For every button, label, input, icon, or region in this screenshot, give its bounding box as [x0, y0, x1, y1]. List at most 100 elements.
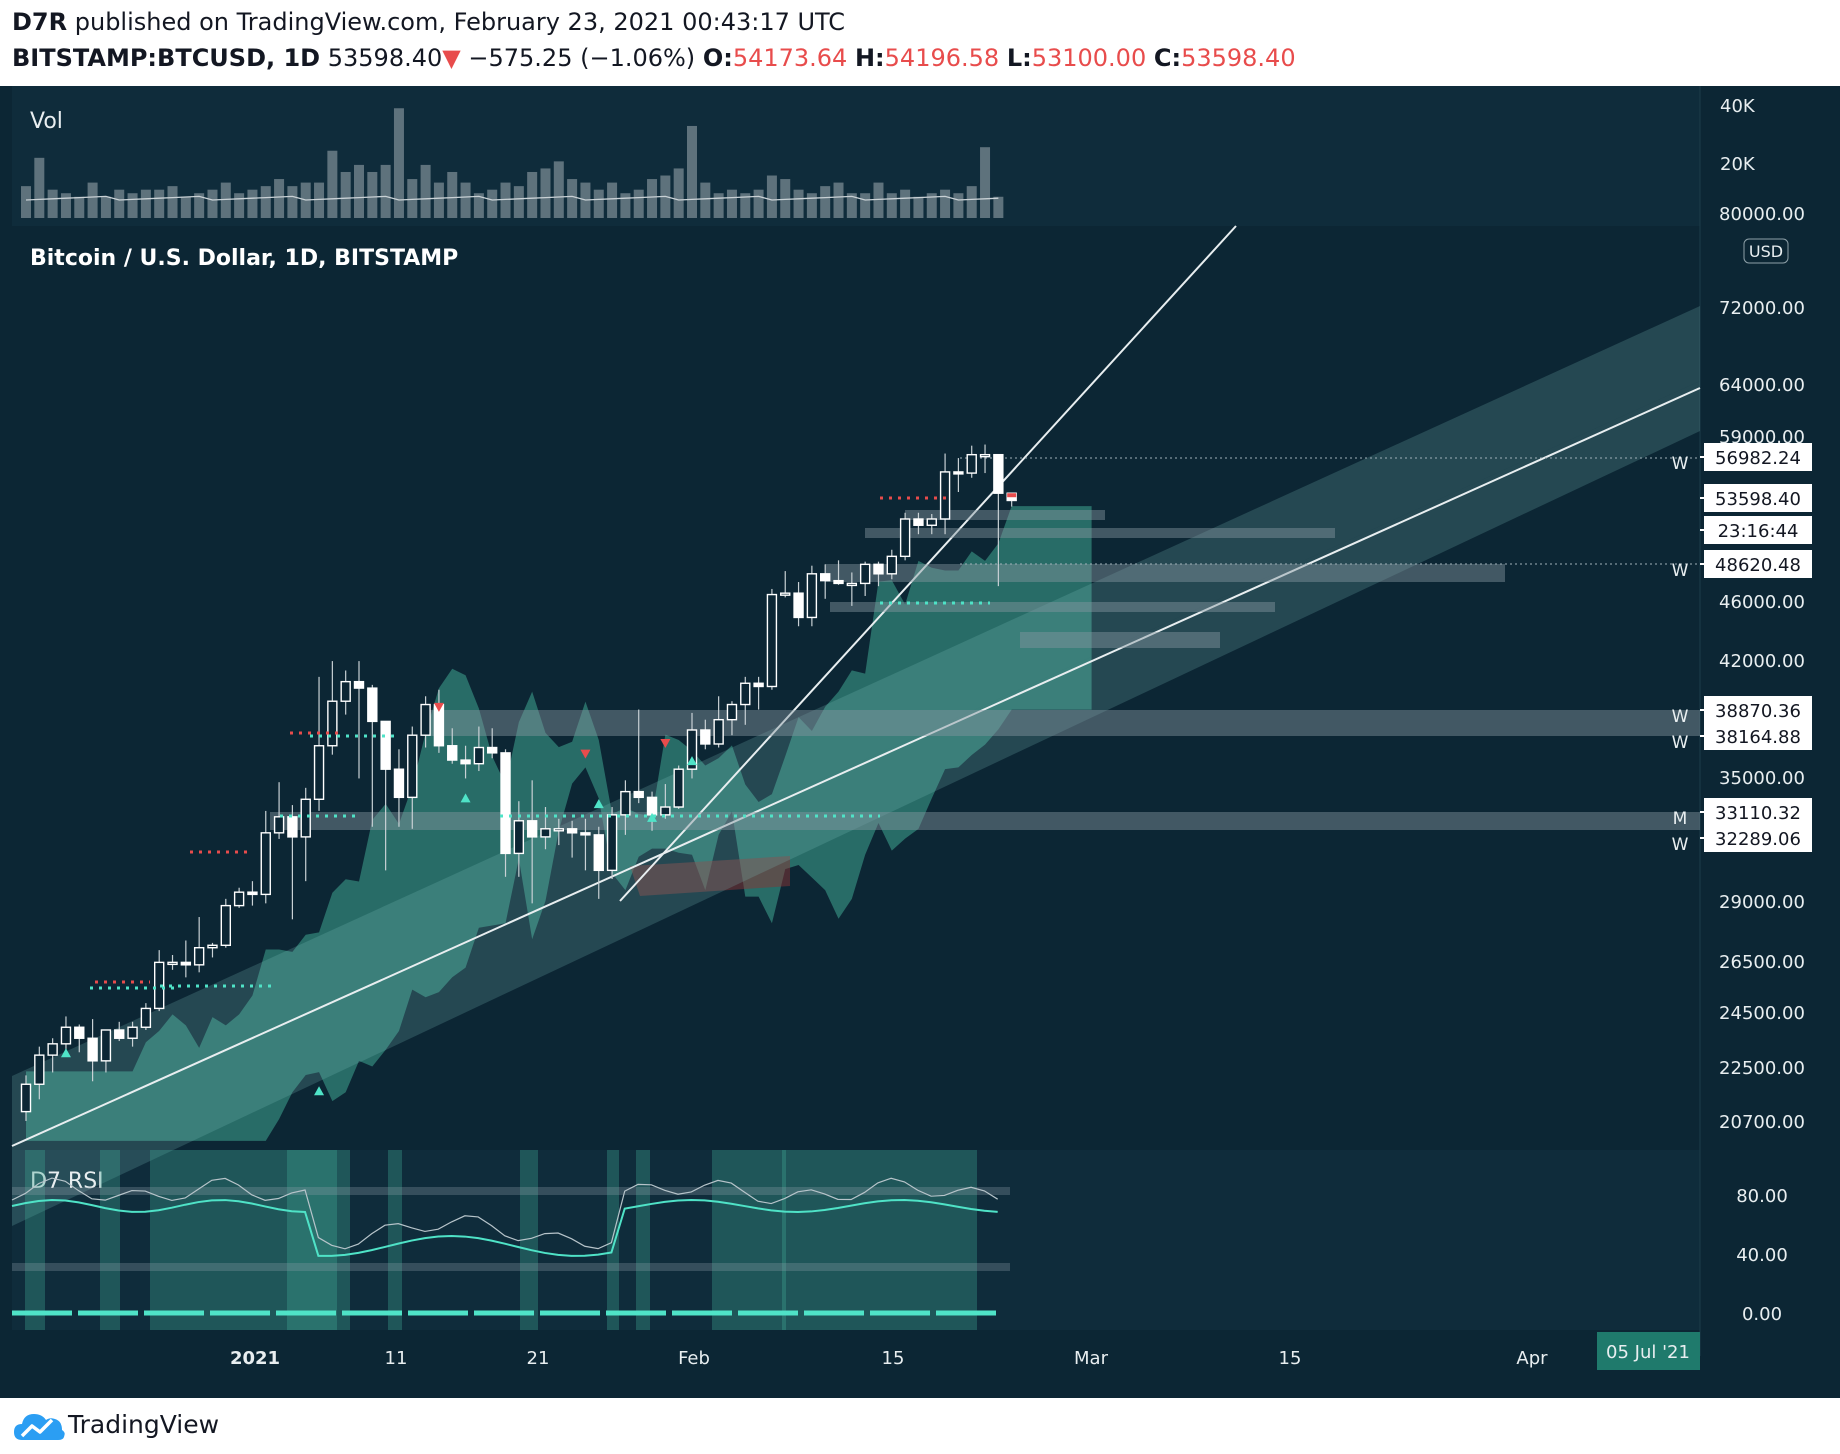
publish-info: D7R published on TradingView.com, Februa… [12, 8, 845, 36]
candle-body [753, 682, 764, 688]
price-label-value: 48620.48 [1715, 555, 1801, 576]
tradingview-cloud-icon[interactable] [12, 1408, 66, 1444]
close-label: C: [1153, 44, 1182, 72]
volume-bar [487, 189, 498, 218]
candle-body [114, 1029, 125, 1039]
volume-bar [766, 175, 777, 218]
price-label-value: 33110.32 [1715, 803, 1801, 824]
volume-bar [367, 171, 378, 218]
volume-bar [620, 193, 631, 218]
candle-body [180, 961, 192, 966]
currency-badge-label: USD [1749, 242, 1783, 261]
low-value: 53100.00 [1031, 44, 1147, 72]
volume-bar [380, 164, 391, 218]
volume-bar [314, 182, 325, 218]
candle-body [140, 1007, 152, 1028]
buy-signal-icon [314, 1086, 325, 1096]
price-axis-tick: 80000.00 [1719, 204, 1805, 225]
rsi-highlight-band [607, 1150, 619, 1330]
price-axis-tick: 64000.00 [1719, 375, 1805, 396]
volume-bar [154, 189, 165, 218]
support-resistance-zone [830, 602, 1275, 612]
candle-body [153, 961, 165, 1010]
volume-bar [447, 171, 458, 218]
candle-body [460, 759, 471, 765]
regression-channel-upper [12, 306, 1700, 1146]
support-resistance-zone [905, 510, 1105, 520]
chart-area[interactable]: Bitcoin / U.S. Dollar, 1D, BITSTAMP 80000… [0, 86, 1840, 1398]
publish-header: D7R published on TradingView.com, Februa… [0, 0, 1840, 86]
candle-body [953, 471, 964, 475]
volume-bar [540, 168, 551, 218]
buy-signal-icon [647, 812, 658, 822]
rsi-pane [12, 1150, 1700, 1330]
volume-bar [234, 193, 245, 218]
price-label-marker: W [1672, 707, 1689, 727]
volume-bar [140, 189, 151, 218]
candle-body [327, 700, 338, 747]
volume-bar [354, 164, 364, 218]
candle-body [740, 682, 751, 706]
volume-bar [820, 186, 831, 218]
candle-body [780, 592, 791, 596]
volume-bar [460, 182, 471, 218]
volume-bar [926, 193, 937, 218]
volume-bar [287, 186, 298, 218]
price-label-value: 32289.06 [1715, 829, 1801, 850]
volume-bar [713, 193, 724, 218]
support-resistance-zone [825, 564, 1505, 582]
price-label-box [1704, 798, 1812, 826]
volume-axis-tick: 20K [1720, 154, 1756, 175]
volume-bar [393, 108, 404, 218]
price-axis-tick: 35000.00 [1719, 768, 1805, 789]
volume-bar [993, 196, 1004, 218]
candle-body [700, 729, 711, 745]
candle-body [660, 806, 671, 816]
volume-bar [473, 193, 484, 218]
volume-bar [846, 193, 857, 218]
candle-body [47, 1043, 58, 1056]
volume-bar [553, 161, 564, 218]
volume-bar [407, 179, 418, 218]
tradingview-brand[interactable]: TradingView [68, 1410, 220, 1439]
candle-body [87, 1037, 98, 1062]
volume-bar [953, 193, 964, 218]
candle-body [393, 768, 405, 799]
buy-signal-icon [687, 756, 697, 766]
volume-axis-tick: 40K [1720, 96, 1756, 117]
price-axis-tick: 72000.00 [1719, 298, 1805, 319]
volume-bar [700, 182, 711, 218]
volume-bar [593, 189, 604, 218]
candle-body [859, 563, 871, 585]
open-label: O: [702, 44, 733, 72]
candle-body [473, 746, 485, 765]
candle-body [313, 745, 325, 800]
candle-body [100, 1029, 112, 1062]
candle-body [913, 518, 924, 526]
volume-bar [860, 193, 871, 218]
last-candle-body [1007, 493, 1017, 498]
price-label-value: 38870.36 [1715, 701, 1801, 722]
time-cursor-box [1597, 1332, 1700, 1370]
candle-body [207, 944, 218, 949]
candle-body [939, 471, 951, 520]
support-resistance-zone [430, 710, 1700, 736]
time-axis-tick: Mar [1074, 1348, 1109, 1369]
author-name[interactable]: D7R [12, 8, 68, 36]
candle-body [526, 820, 538, 838]
volume-bar [806, 193, 817, 218]
volume-bar [194, 193, 205, 218]
down-arrow-icon: ▼ [442, 44, 461, 72]
candle-body [380, 720, 391, 770]
last-price: 53598.40 [327, 44, 443, 72]
chart-canvas[interactable]: Bitcoin / U.S. Dollar, 1D, BITSTAMP 80000… [0, 86, 1840, 1398]
price-label-box [1704, 550, 1812, 578]
candle-body [167, 961, 178, 966]
volume-bar [114, 189, 125, 218]
open-value: 54173.64 [732, 44, 848, 72]
publish-date: published on TradingView.com, February 2… [74, 8, 846, 36]
volume-bar [420, 164, 431, 218]
rsi-highlight-band [520, 1150, 538, 1330]
candle-body [540, 828, 551, 838]
time-axis-tick: 15 [1279, 1348, 1302, 1369]
